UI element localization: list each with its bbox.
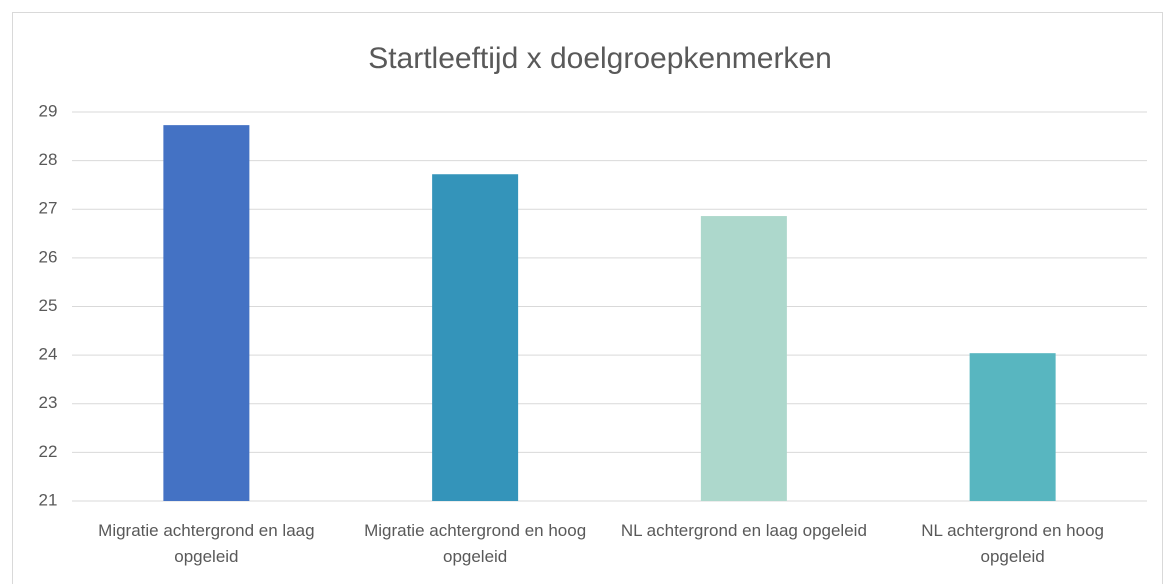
bar (969, 353, 1056, 501)
y-tick-label: 21 (39, 490, 58, 509)
bar (163, 125, 250, 501)
y-tick-label: 27 (39, 199, 58, 218)
y-tick-label: 26 (39, 247, 58, 266)
x-tick-label: NL achtergrond en hoog opgeleid (921, 521, 1104, 566)
y-tick-label: 29 (39, 101, 58, 120)
y-tick-label: 28 (39, 150, 58, 169)
bar (700, 216, 787, 501)
y-tick-label: 23 (39, 393, 58, 412)
chart-title: Startleeftijd x doelgroepkenmerken (368, 42, 832, 75)
y-tick-label: 22 (39, 442, 58, 461)
y-tick-label: 25 (39, 296, 58, 315)
x-tick-label: Migratie achtergrond en hoog opgeleid (364, 521, 587, 566)
x-tick-label: Migratie achtergrond en laag opgeleid (98, 521, 315, 566)
bar (432, 174, 519, 502)
x-tick-label: NL achtergrond en laag opgeleid (620, 521, 867, 540)
y-tick-label: 24 (39, 345, 58, 364)
